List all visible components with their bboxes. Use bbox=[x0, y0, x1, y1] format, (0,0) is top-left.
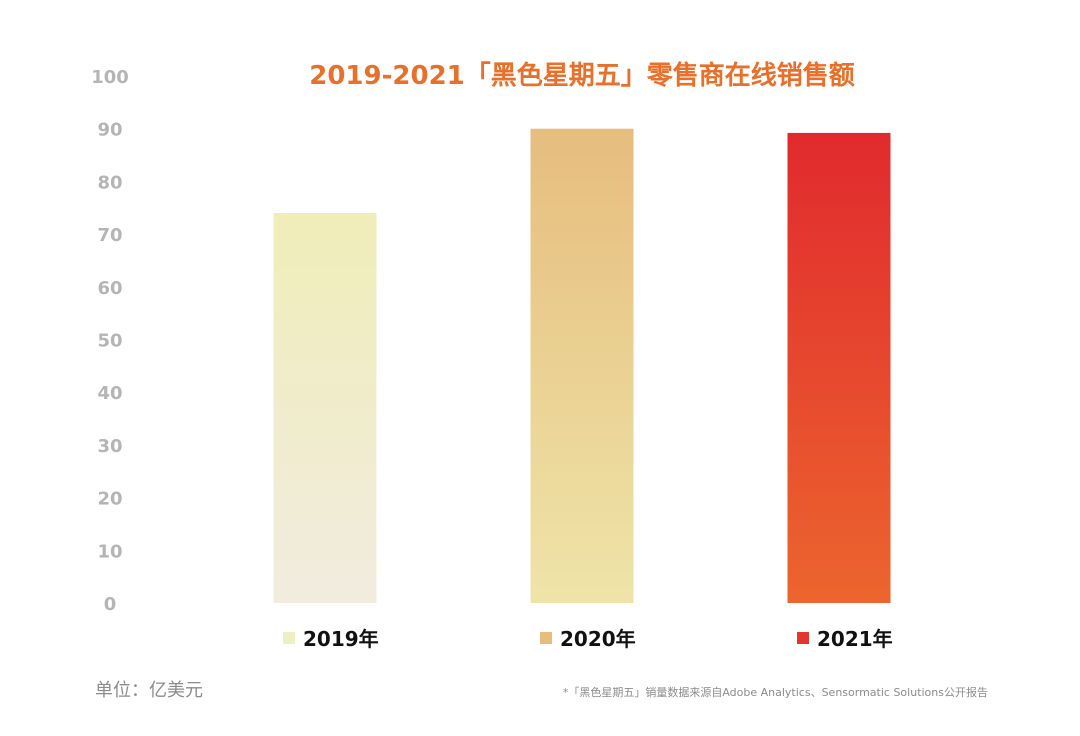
y-tick-label: 50 bbox=[97, 331, 122, 352]
legend-item: 2021年 bbox=[797, 627, 893, 651]
unit-note: 单位：亿美元 bbox=[95, 680, 203, 701]
y-tick-label: 80 bbox=[97, 172, 122, 193]
y-tick-label: 10 bbox=[97, 541, 122, 562]
legend-label: 2020年 bbox=[560, 627, 636, 651]
source-note: *「黑色星期五」销量数据来源自Adobe Analytics、Sensormat… bbox=[563, 685, 988, 699]
legend-label: 2021年 bbox=[817, 627, 893, 651]
y-tick-label: 0 bbox=[104, 594, 117, 615]
y-tick-label: 100 bbox=[91, 67, 129, 88]
bar-2 bbox=[530, 128, 634, 603]
y-tick-label: 40 bbox=[97, 383, 122, 404]
legend-swatch bbox=[540, 632, 552, 644]
y-tick-label: 70 bbox=[97, 225, 122, 246]
y-axis-ticks: 0 10 20 30 40 50 60 70 80 90 100 bbox=[91, 67, 129, 615]
bar-3 bbox=[787, 132, 891, 603]
y-tick-label: 20 bbox=[97, 489, 122, 510]
y-tick-label: 90 bbox=[97, 120, 122, 141]
legend: 2019年 2020年 2021年 bbox=[283, 627, 893, 651]
legend-swatch bbox=[283, 632, 295, 644]
legend-item: 2020年 bbox=[540, 627, 636, 651]
legend-label: 2019年 bbox=[303, 627, 379, 651]
y-tick-label: 30 bbox=[97, 436, 122, 457]
y-tick-label: 60 bbox=[97, 278, 122, 299]
legend-item: 2019年 bbox=[283, 627, 379, 651]
chart-title: 2019-2021「黑色星期五」零售商在线销售额 bbox=[309, 60, 855, 91]
legend-swatch bbox=[797, 632, 809, 644]
bars bbox=[273, 128, 891, 603]
bar-1 bbox=[273, 213, 377, 603]
